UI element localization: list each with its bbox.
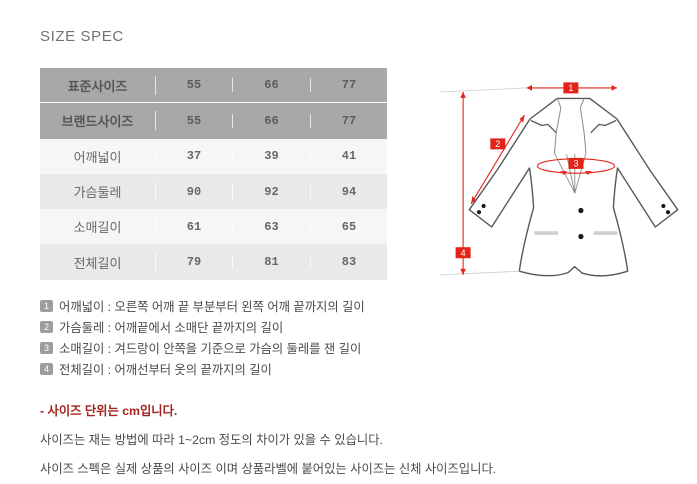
svg-text:3: 3 <box>573 159 578 169</box>
svg-text:4: 4 <box>461 248 466 258</box>
svg-text:1: 1 <box>568 83 573 93</box>
svg-text:2: 2 <box>495 139 500 149</box>
